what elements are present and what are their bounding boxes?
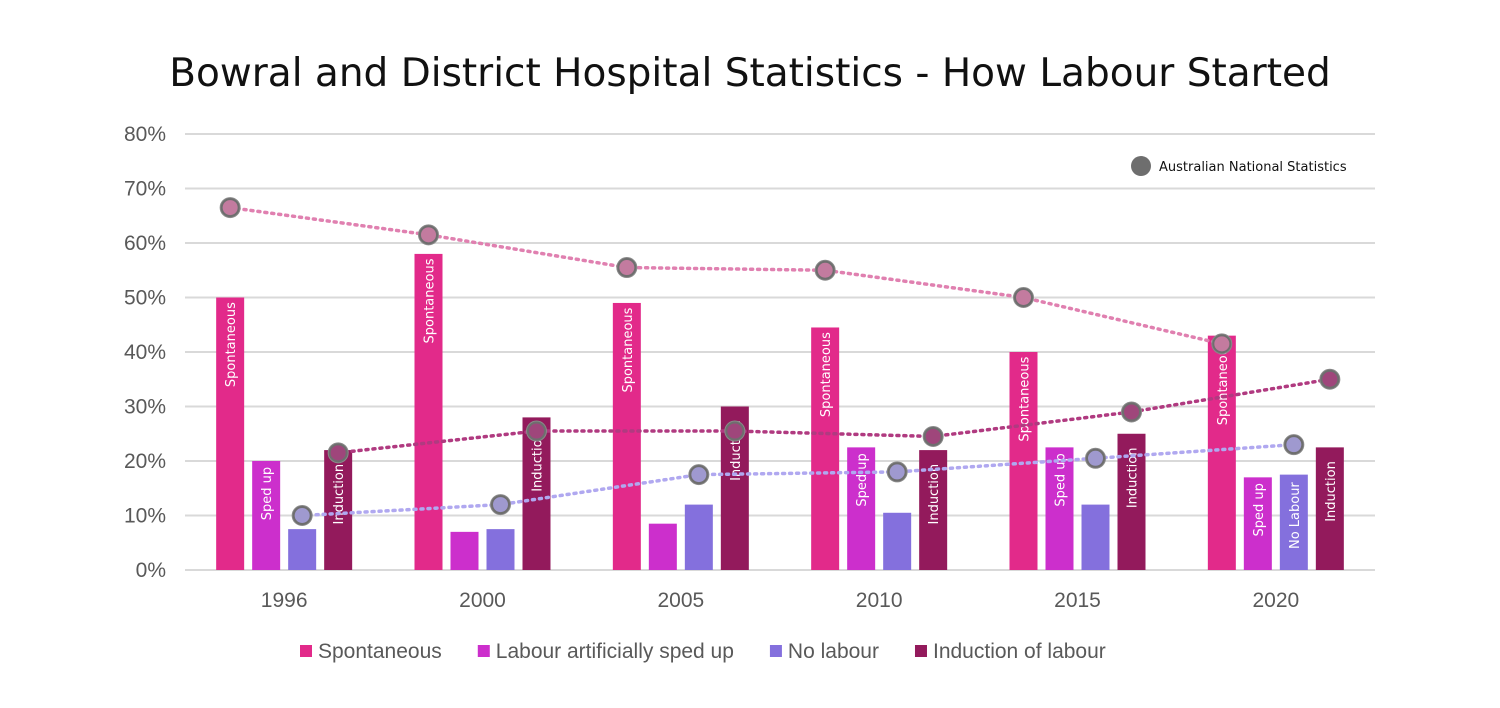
bar-labour-artificially-sped-up-2015 bbox=[1045, 447, 1074, 570]
bar-data-label: Spontaneous bbox=[621, 307, 636, 392]
national-point-tint bbox=[1286, 437, 1302, 453]
national-point-tint bbox=[294, 508, 310, 523]
bar-data-label: Induction bbox=[332, 464, 347, 525]
x-tick-label: 1996 bbox=[261, 589, 308, 612]
national-point-tint bbox=[1016, 290, 1031, 305]
y-tick-label: 60% bbox=[124, 232, 166, 255]
bar-spontaneous-2015 bbox=[1009, 352, 1038, 570]
bar-data-label: Spontaneous bbox=[423, 258, 438, 343]
legend-label: No labour bbox=[788, 640, 879, 663]
bars: Spontaneous Spontaneous Spontaneous Spontan… bbox=[216, 253, 1344, 570]
national-statistics-legend: Australian National Statistics bbox=[1131, 156, 1347, 176]
bar-data-label: Sped up bbox=[260, 467, 275, 520]
bar-no-labour-2010 bbox=[883, 512, 912, 570]
national-point-tint bbox=[493, 497, 508, 513]
legend-swatch bbox=[769, 645, 782, 657]
legend-label: Labour artificially sped up bbox=[496, 640, 734, 663]
y-tick-label: 40% bbox=[124, 341, 166, 364]
national-point-tint bbox=[529, 423, 544, 439]
bar-spontaneous-2005 bbox=[612, 302, 641, 570]
y-tick-label: 10% bbox=[124, 505, 166, 528]
legend-label: Induction of labour bbox=[933, 640, 1106, 663]
legend: Spontaneous Labour artificially sped up No… bbox=[300, 640, 1106, 663]
national-statistics-legend-marker bbox=[1131, 156, 1151, 176]
bar-data-label: Sped up bbox=[1252, 483, 1267, 536]
bar-no-labour-1996 bbox=[288, 529, 317, 570]
x-tick-label: 2000 bbox=[459, 589, 506, 612]
national-point-tint bbox=[1088, 450, 1103, 466]
national-point-tint bbox=[330, 445, 346, 461]
y-tick-label: 0% bbox=[136, 559, 166, 582]
national-trend-spontaneous bbox=[228, 205, 1224, 346]
bar-induction-of-labour-2000 bbox=[522, 417, 551, 570]
national-trend-induction-of-labour bbox=[336, 377, 1332, 455]
bar-data-label: Induction bbox=[1126, 448, 1141, 509]
x-tick-label: 2005 bbox=[657, 589, 704, 612]
y-tick-label: 80% bbox=[124, 123, 166, 146]
national-trend-no-labour bbox=[300, 442, 1296, 518]
x-axis-ticks: 1996 2000 2005 2010 2015 2020 bbox=[261, 589, 1299, 612]
x-tick-label: 2010 bbox=[856, 589, 903, 612]
legend-swatch bbox=[300, 645, 312, 657]
national-point-tint bbox=[619, 260, 635, 276]
bar-data-label: No Labour bbox=[1288, 482, 1303, 549]
national-point-tint bbox=[691, 467, 707, 483]
national-point-tint bbox=[1322, 371, 1338, 387]
national-point-tint bbox=[817, 262, 833, 278]
chart-title: Bowral and District Hospital Statistics … bbox=[169, 51, 1331, 96]
bar-spontaneous-2000 bbox=[414, 253, 443, 570]
bar-labour-artificially-sped-up-2010 bbox=[847, 447, 876, 570]
national-lines bbox=[219, 197, 1341, 526]
bar-no-labour-2020 bbox=[1279, 474, 1308, 570]
bar-data-label: Spontaneous bbox=[1216, 340, 1231, 425]
y-tick-label: 30% bbox=[124, 396, 166, 419]
bar-data-label: Sped up bbox=[1054, 453, 1069, 506]
national-point-tint bbox=[1214, 336, 1230, 352]
x-tick-label: 2015 bbox=[1054, 589, 1101, 612]
national-statistics-legend-label: Australian National Statistics bbox=[1159, 160, 1347, 175]
y-axis-ticks: 0% 10% 20% 30% 40% 50% 60% 70% 80% bbox=[124, 123, 166, 582]
bar-labour-artificially-sped-up-2020 bbox=[1243, 477, 1272, 570]
bar-data-label: Induction bbox=[531, 431, 546, 492]
bar-data-label: Spontaneous bbox=[224, 302, 239, 387]
bar-data-label: Induction bbox=[927, 464, 942, 525]
legend-label: Spontaneous bbox=[318, 640, 442, 663]
bar-labour-artificially-sped-up-1996 bbox=[252, 461, 281, 570]
bar-data-label: Sped up bbox=[855, 453, 870, 506]
bar-labour-artificially-sped-up-2005 bbox=[648, 523, 677, 570]
bar-spontaneous-2010 bbox=[811, 327, 840, 570]
legend-swatch bbox=[914, 645, 927, 657]
bar-spontaneous-2020 bbox=[1207, 335, 1236, 570]
bar-spontaneous-1996 bbox=[216, 297, 245, 570]
national-point-tint bbox=[222, 200, 238, 216]
bar-no-labour-2005 bbox=[684, 504, 713, 570]
bar-labour-artificially-sped-up-2000 bbox=[450, 531, 479, 570]
national-point-tint bbox=[1124, 404, 1139, 420]
national-point-tint bbox=[889, 464, 905, 480]
national-point-tint bbox=[925, 428, 941, 444]
bar-no-labour-2015 bbox=[1081, 504, 1110, 570]
y-tick-label: 20% bbox=[124, 450, 166, 473]
bar-data-label: Spontaneous bbox=[1018, 356, 1033, 441]
x-tick-label: 2020 bbox=[1252, 589, 1299, 612]
y-tick-label: 70% bbox=[124, 178, 166, 201]
bar-induction-of-labour-2020 bbox=[1315, 447, 1344, 570]
legend-swatch bbox=[477, 645, 490, 657]
bar-data-label: Spontaneous bbox=[819, 332, 834, 417]
y-tick-label: 50% bbox=[124, 287, 166, 310]
bar-no-labour-2000 bbox=[486, 529, 515, 570]
bar-induction-of-labour-1996 bbox=[324, 450, 353, 570]
national-point-tint bbox=[421, 227, 436, 243]
bar-data-label: Induction bbox=[1324, 461, 1339, 522]
national-point-tint bbox=[727, 423, 743, 439]
gridlines bbox=[185, 133, 1375, 571]
